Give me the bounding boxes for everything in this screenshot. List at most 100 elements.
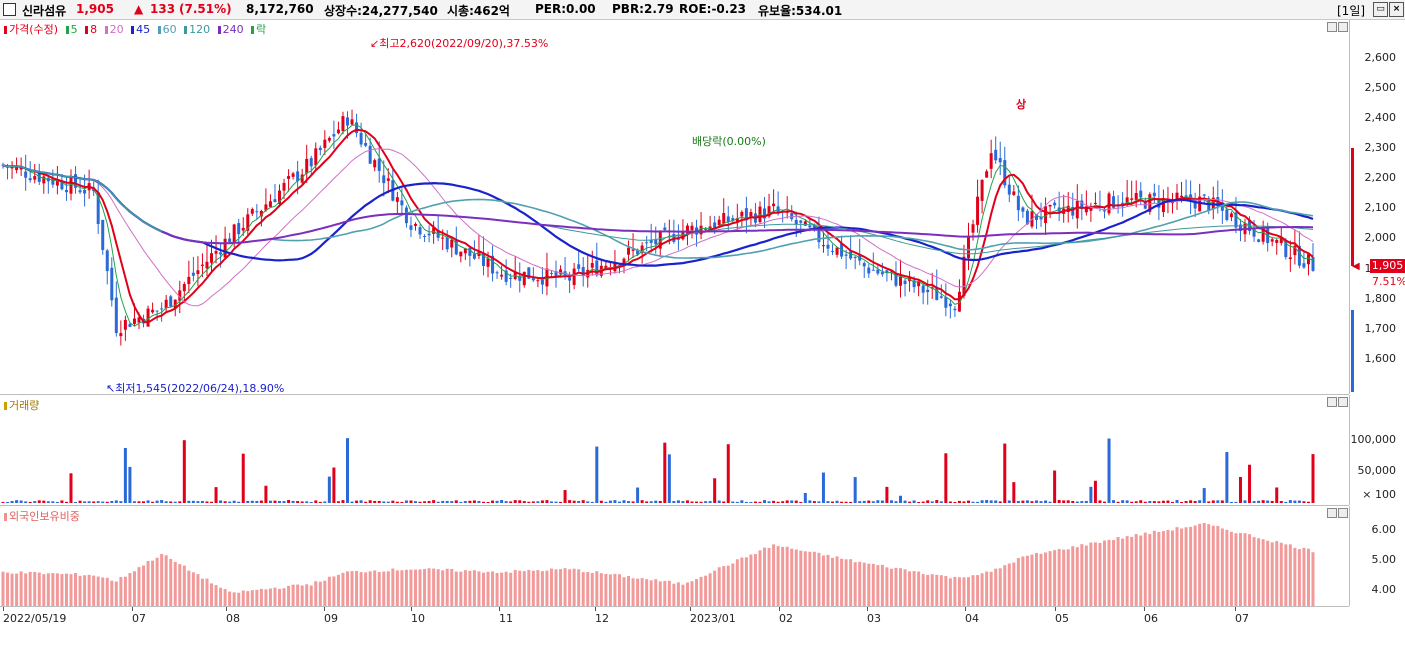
panel-close-icon[interactable] — [1338, 22, 1348, 32]
pbr-value: PBR:2.79 — [612, 2, 674, 16]
foreign-ratio-bar — [1003, 565, 1007, 606]
volume-bar — [1297, 500, 1301, 503]
foreign-ratio-bar — [78, 575, 82, 606]
volume-bar — [1238, 476, 1242, 503]
foreign-ratio-bar — [441, 570, 445, 606]
volume-bar — [92, 501, 96, 503]
foreign-ratio-bar — [590, 572, 594, 606]
foreign-ratio-bar — [173, 561, 177, 606]
candle-body — [454, 240, 458, 255]
volume-bar — [658, 500, 662, 503]
volume-bar — [228, 501, 232, 503]
volume-bar — [223, 501, 227, 503]
candle-body — [409, 225, 413, 230]
foreign-ratio-bar — [654, 579, 658, 606]
panel-close-icon[interactable] — [1338, 508, 1348, 518]
volume-bar — [373, 500, 377, 503]
foreign-ratio-bar — [599, 573, 603, 606]
candle-body — [1134, 193, 1138, 200]
stock-name[interactable]: 신라섬유 — [22, 4, 67, 18]
volume-bar — [663, 442, 667, 503]
foreign-ratio-bar — [740, 557, 744, 606]
foreign-ratio-bar — [386, 571, 390, 606]
foreign-ratio-bar — [1012, 562, 1016, 606]
foreign-ratio-bar — [191, 572, 195, 606]
foreign-ownership-chart[interactable] — [0, 506, 1349, 606]
foreign-ownership-panel[interactable]: 외국인보유비중 — [0, 506, 1349, 606]
current-price: 1,905 — [76, 2, 114, 16]
foreign-ratio-bar — [246, 591, 250, 606]
current-pct-tag: 7.51% — [1372, 275, 1405, 288]
price-chart[interactable] — [0, 20, 1349, 394]
candle-body — [649, 240, 653, 243]
foreign-ratio-bar — [1270, 542, 1274, 606]
candle-body — [495, 272, 499, 274]
volume-bar — [989, 500, 993, 503]
foreign-ratio-bar — [101, 577, 105, 606]
foreign-ratio-bar — [717, 567, 721, 606]
foreign-ratio-bar — [454, 571, 458, 606]
volume-chart[interactable] — [0, 395, 1349, 505]
volume-bar — [1084, 500, 1088, 503]
volume-bar — [604, 501, 608, 503]
candle-body — [291, 173, 295, 177]
volume-bar — [1243, 500, 1247, 503]
volume-bar — [1216, 500, 1220, 503]
volume-bar — [899, 495, 903, 503]
candle-body — [1039, 217, 1043, 220]
price-tick: 2,100 — [1364, 201, 1397, 214]
candle-body — [767, 206, 771, 217]
volume-bar — [19, 500, 23, 503]
candle-body — [1021, 207, 1025, 212]
volume-bar — [178, 501, 182, 503]
date-label: 2023/01 — [690, 612, 736, 625]
foreign-ratio-bar — [400, 570, 404, 606]
select-checkbox[interactable] — [3, 3, 16, 16]
candle-body — [731, 218, 735, 221]
candle-body — [468, 247, 472, 256]
volume-bar — [1116, 501, 1120, 503]
candle-body — [939, 296, 943, 298]
foreign-ratio-bar — [772, 544, 776, 606]
candle-body — [296, 171, 300, 182]
foreign-ratio-bar — [491, 571, 495, 606]
candle-body — [1193, 199, 1197, 209]
candle-body — [1234, 212, 1238, 228]
volume-bar — [477, 501, 481, 503]
foreign-ratio-bar — [1257, 538, 1261, 606]
volume-bar — [540, 500, 544, 503]
date-tick — [690, 607, 691, 611]
candle-body — [1112, 196, 1116, 208]
volume-bar — [364, 501, 368, 503]
panel-minimize-icon[interactable] — [1327, 397, 1337, 407]
volume-bar — [1066, 500, 1070, 503]
panel-minimize-icon[interactable] — [1327, 508, 1337, 518]
candle-body — [400, 200, 404, 206]
volume-panel[interactable]: 거래량 — [0, 395, 1349, 506]
date-tick — [595, 607, 596, 611]
volume-bar — [83, 501, 87, 503]
close-icon[interactable]: × — [1389, 2, 1404, 17]
foreign-ratio-bar — [500, 572, 504, 606]
candle-body — [368, 145, 372, 164]
candle-body — [735, 218, 739, 222]
candle-body — [812, 225, 816, 228]
candle-body — [268, 201, 272, 207]
candle-body — [640, 245, 644, 254]
price-chart-panel[interactable]: 가격(수정) 5 8 20 45 60 120 240 락 ↙최고2,620(2… — [0, 20, 1349, 395]
volume-bar — [1134, 501, 1138, 503]
foreign-ratio-bar — [46, 573, 50, 606]
foreign-ratio-bar — [472, 570, 476, 606]
legend-marker-icon — [217, 26, 221, 34]
candle-body — [1148, 194, 1152, 212]
period-selector[interactable]: [1일] — [1337, 4, 1366, 18]
candle-body — [1279, 238, 1283, 244]
panel-close-icon[interactable] — [1338, 397, 1348, 407]
candle-body — [341, 116, 345, 131]
foreign-ratio-bar — [926, 574, 930, 606]
candle-body — [826, 244, 830, 249]
restore-icon[interactable]: ▭ — [1373, 2, 1388, 17]
panel-minimize-icon[interactable] — [1327, 22, 1337, 32]
volume-bar — [1202, 488, 1206, 503]
foreign-ratio-bar — [649, 580, 653, 606]
